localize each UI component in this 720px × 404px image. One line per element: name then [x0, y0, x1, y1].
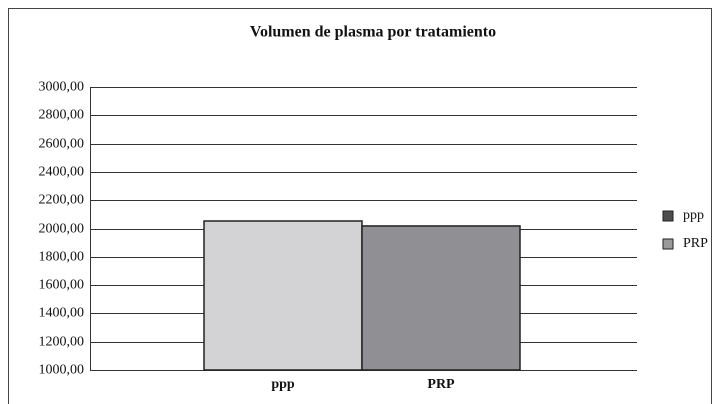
y-tick-label: 1200,00 — [39, 335, 85, 350]
y-tick-label: 1800,00 — [39, 250, 85, 265]
y-tick-label: 2200,00 — [39, 193, 85, 208]
y-tick-label: 1400,00 — [39, 306, 85, 321]
y-tick-label: 1000,00 — [39, 363, 85, 378]
legend-label: PRP — [683, 236, 708, 251]
y-tick-label: 2800,00 — [39, 108, 85, 123]
legend-swatch — [662, 238, 674, 250]
y-tick-label: 3000,00 — [39, 80, 85, 95]
y-tick-label: 2000,00 — [39, 222, 85, 237]
legend-swatch — [662, 210, 674, 222]
y-tick-label: 1600,00 — [39, 278, 85, 293]
y-tick-label: 2400,00 — [39, 165, 85, 180]
legend-label: ppp — [683, 208, 704, 223]
bar — [361, 225, 521, 371]
bar — [203, 220, 363, 371]
x-tick-label: ppp — [271, 377, 295, 392]
x-tick-label: PRP — [427, 377, 455, 392]
chart-title: Volumen de plasma por tratamiento — [250, 24, 496, 41]
y-tick-label: 2600,00 — [39, 137, 85, 152]
